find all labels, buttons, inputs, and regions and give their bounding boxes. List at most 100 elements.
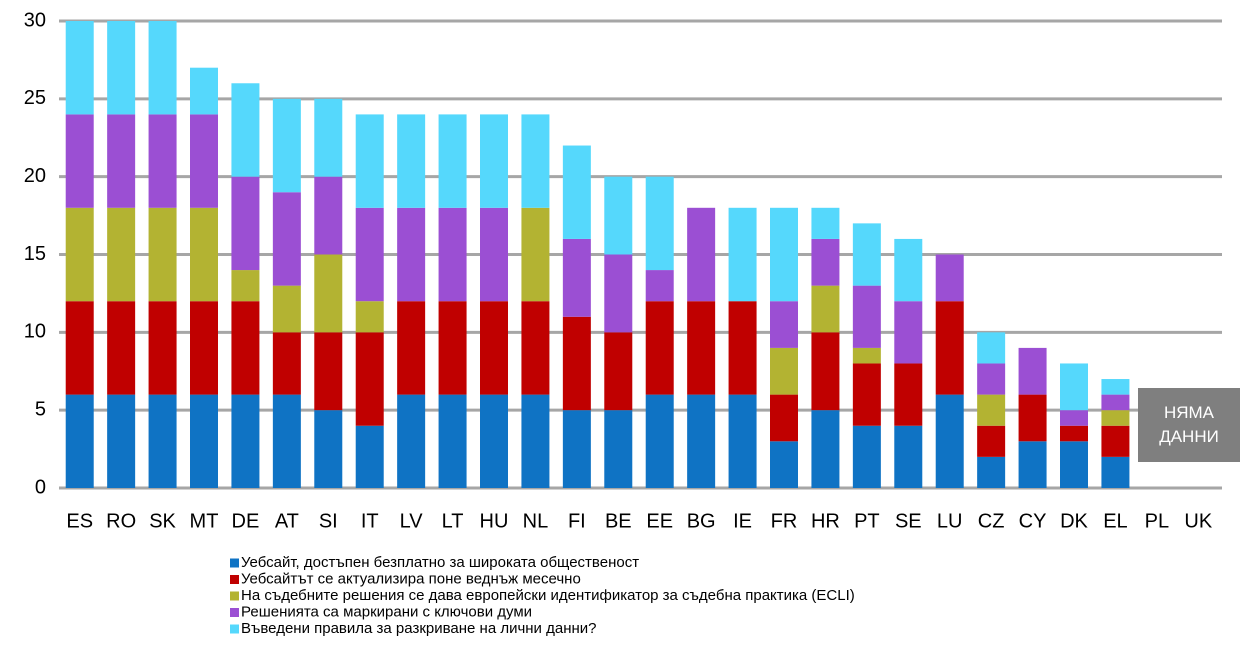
bar-segment [314,254,343,333]
bar-segment [894,363,923,426]
bar-segment [645,270,674,302]
bar-segment [562,145,591,239]
bar-segment [231,83,260,177]
bar-segment [190,301,218,395]
bar-segment [107,21,136,115]
bar-segment [1101,379,1130,395]
legend-swatch [230,558,239,568]
bar-segment [604,254,633,333]
bar-segment [272,394,301,488]
bar-segment [728,207,757,302]
bar-segment [604,332,633,411]
bar-segment [397,301,426,395]
bar-segment [355,301,384,333]
x-tick-label: AT [275,510,299,532]
bar-segment [894,301,923,364]
bar-segment [148,301,177,395]
no-data-note: НЯМА ДАННИ [1138,388,1240,462]
bar-segment [480,394,508,488]
x-tick-label: NL [523,510,549,532]
bar-segment [397,207,426,302]
bar-segment [107,301,136,395]
bar-segment [604,176,633,255]
bar-segment [1018,394,1047,442]
x-tick-label: CZ [978,510,1005,532]
x-tick-label: IT [361,510,379,532]
bar-segment [397,114,426,208]
legend-swatch [230,624,239,634]
legend-label: Въведени правила за разкриване на лични … [241,620,597,637]
y-tick-label: 30 [24,9,46,31]
bar-segment [272,192,301,286]
bar-segment [65,301,94,395]
bar-segment [190,114,218,208]
legend-label: Уебсайтът се актуализира поне веднъж мес… [241,570,581,587]
bar-segment [107,394,136,488]
bar-segment [977,394,1006,426]
bar-segment [728,394,757,488]
bar-segment [314,410,343,488]
x-tick-label: BE [605,510,632,532]
bar-segment [272,285,301,333]
x-tick-label: LT [442,510,464,532]
bar-segment [190,67,218,115]
x-tick-label: SK [149,510,176,532]
x-tick-label: ES [66,510,93,532]
bar-segment [231,301,260,395]
y-tick-label: 10 [24,321,46,343]
bar-segment [231,176,260,271]
bar-segment [521,207,550,302]
legend-label: Решенията са маркирани с ключови думи [241,603,532,620]
legend-swatch [230,575,239,584]
y-tick-label: 0 [35,476,46,498]
bar-segment [480,207,508,302]
bar-segment [1101,456,1130,488]
bar-segment [65,21,94,115]
x-tick-label: LV [400,510,424,532]
bar-segment [438,301,467,395]
x-tick-label: UK [1184,510,1212,532]
bar-segment [770,394,798,442]
bar-segment [397,394,426,488]
bar-segment [521,301,550,395]
bar-segment [977,425,1006,457]
x-tick-label: CY [1019,510,1047,532]
bar-segment [645,176,674,271]
x-tick-label: HR [811,510,840,532]
bar-segment [852,285,881,348]
legend-label: Уебсайт, достъпен безплатно за широката … [241,554,639,571]
bar-segment [811,332,840,411]
bar-segment [1101,425,1130,457]
bar-segment [438,394,467,488]
bar-segment [148,207,177,302]
bar-segment [480,301,508,395]
bar-segment [852,223,881,286]
x-tick-label: LU [937,510,963,532]
bar-segment [148,114,177,208]
bar-segment [811,238,840,286]
bar-segment [645,394,674,488]
bar-segment [687,207,716,302]
bar-segment [1101,410,1130,426]
bar-segment [770,301,798,348]
bar-segment [977,363,1006,395]
bar-segment [562,238,591,317]
x-tick-label: DK [1060,510,1088,532]
bar-segment [521,394,550,488]
bar-segment [645,301,674,395]
bar-segment [935,254,964,302]
bar-segment [770,207,798,302]
bar-segment [811,285,840,333]
bar-segment [1060,441,1088,488]
bar-segment [314,176,343,255]
bar-segment [480,114,508,208]
bar-segment [1101,394,1130,411]
x-tick-label: MT [190,510,219,532]
bar-segment [562,410,591,488]
bar-segment [65,394,94,488]
bar-segment [935,301,964,395]
bar-segment [438,114,467,208]
bar-segment [521,114,550,208]
